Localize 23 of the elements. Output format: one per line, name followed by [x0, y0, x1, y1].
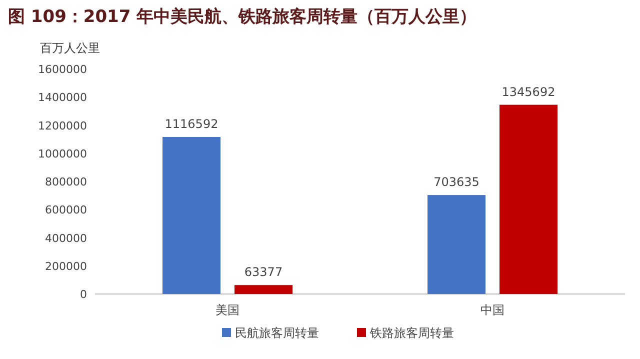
legend-label: 民航旅客周转量 — [235, 326, 319, 340]
y-tick-label: 800000 — [45, 176, 87, 188]
data-label: 1345692 — [502, 84, 556, 99]
y-tick-label: 0 — [80, 288, 87, 301]
data-label: 1116592 — [164, 116, 218, 131]
y-tick-label: 1600000 — [38, 63, 87, 76]
y-tick-label: 1400000 — [38, 91, 87, 104]
bar — [428, 195, 486, 294]
chart-title: 图 109：2017 年中美民航、铁路旅客周转量（百万人公里） — [8, 7, 477, 27]
y-tick-label: 600000 — [45, 204, 87, 217]
y-tick-label: 1200000 — [38, 119, 87, 132]
bar — [500, 104, 558, 294]
x-tick-label: 美国 — [216, 303, 240, 317]
bar — [162, 136, 220, 294]
x-tick-label: 中国 — [480, 303, 504, 317]
y-tick-label: 1000000 — [38, 147, 87, 160]
legend-label: 铁路旅客周转量 — [369, 326, 454, 340]
y-tick-label: 200000 — [45, 260, 87, 273]
data-label: 63377 — [244, 265, 283, 280]
data-label: 703635 — [434, 175, 480, 190]
y-axis-title: 百万人公里 — [40, 41, 100, 55]
bar — [234, 285, 292, 294]
y-tick-label: 400000 — [45, 232, 87, 245]
